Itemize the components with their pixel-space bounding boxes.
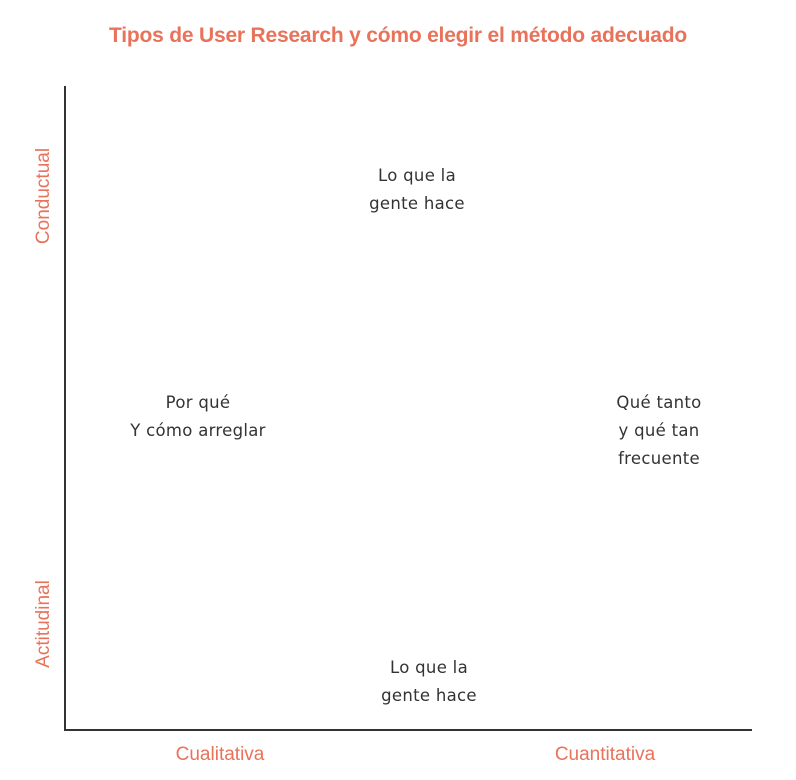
label-bottom-line-1: Lo que la: [390, 658, 468, 677]
label-left-line-2: Y cómo arreglar: [130, 421, 266, 440]
y-axis-label-bottom: Actitudinal: [33, 580, 54, 668]
label-top: Lo que la gente hace: [369, 162, 465, 218]
label-left-line-1: Por qué: [165, 393, 231, 412]
x-axis-label-left: Cualitativa: [175, 744, 265, 765]
label-left: Por qué Y cómo arreglar: [130, 389, 266, 445]
label-top-line-1: Lo que la: [378, 166, 456, 185]
label-right-line-3: frecuente: [618, 449, 700, 468]
label-right: Qué tanto y qué tan frecuente: [616, 389, 701, 473]
y-axis-line: [64, 86, 66, 731]
diagram-title: Tipos de User Research y cómo elegir el …: [109, 24, 687, 47]
x-axis-label-right: Cuantitativa: [554, 744, 656, 765]
label-bottom-line-2: gente hace: [381, 686, 477, 705]
y-axis-label-top: Conductual: [33, 147, 54, 245]
label-bottom: Lo que la gente hace: [381, 654, 477, 710]
x-axis-line: [64, 729, 752, 731]
label-right-line-2: y qué tan: [618, 421, 700, 440]
label-top-line-2: gente hace: [369, 194, 465, 213]
label-right-line-1: Qué tanto: [616, 393, 702, 412]
